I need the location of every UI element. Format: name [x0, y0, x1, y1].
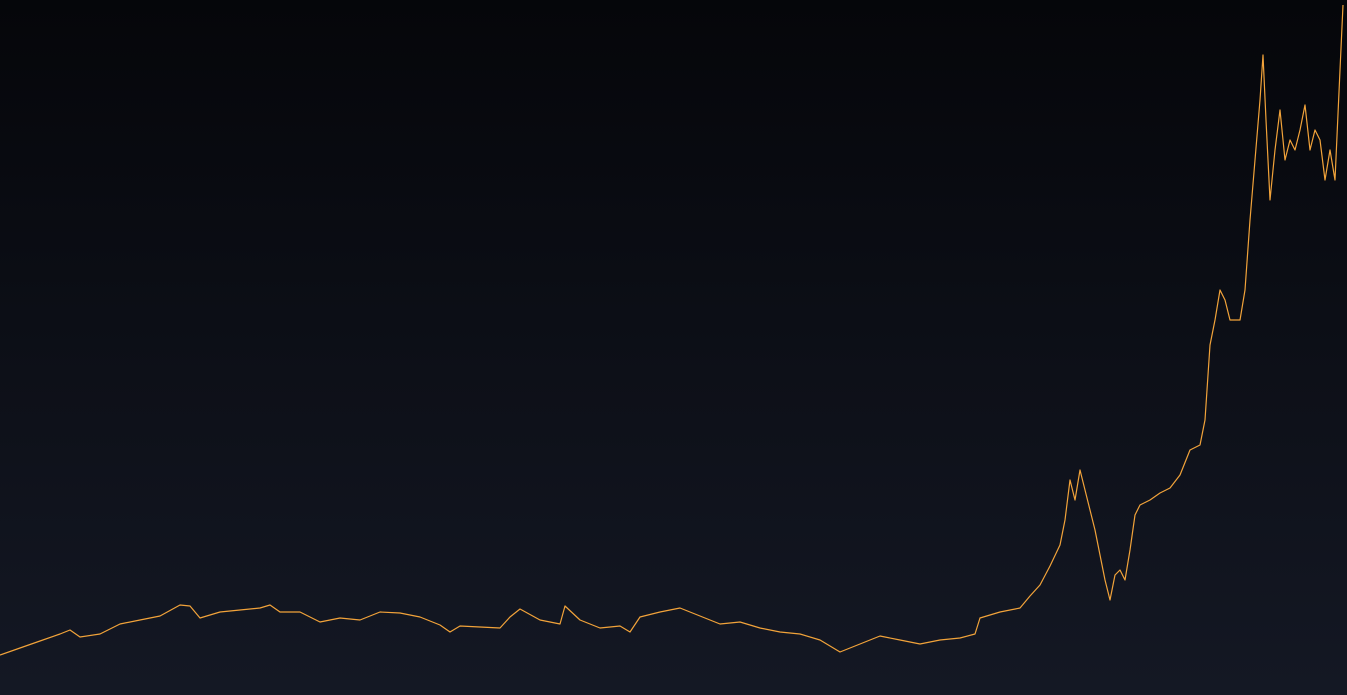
price-line	[0, 4, 1344, 656]
